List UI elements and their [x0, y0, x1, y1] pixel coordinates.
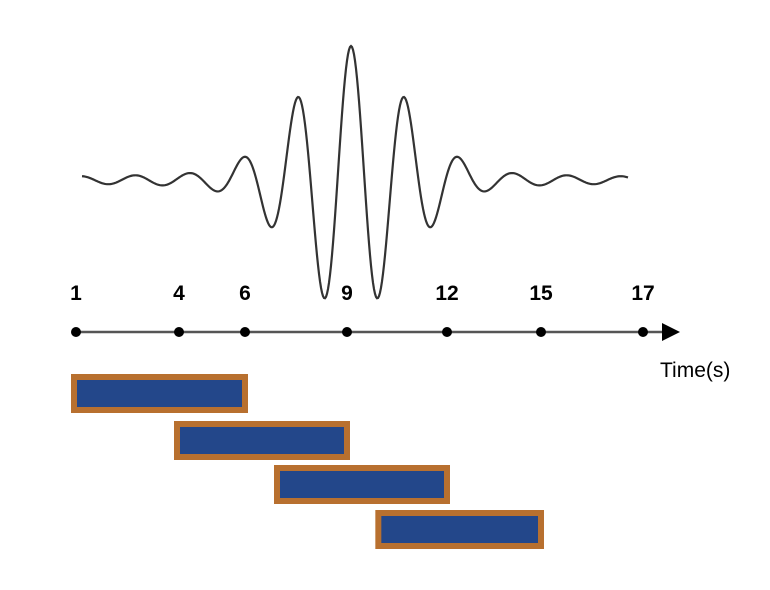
- axis-arrowhead: [662, 323, 680, 341]
- tick-label: 15: [529, 282, 553, 305]
- tick-label: 6: [239, 282, 251, 305]
- tick-dot: [174, 327, 184, 337]
- waveform-signal: [81, 44, 629, 300]
- window-bar: [375, 510, 545, 549]
- axis-label-time: Time(s): [660, 359, 730, 382]
- tick-dot: [71, 327, 81, 337]
- tick-dot: [536, 327, 546, 337]
- tick-label: 12: [435, 282, 458, 305]
- tick-dot: [638, 327, 648, 337]
- tick-dot: [442, 327, 452, 337]
- timeline-axis: 1 4 6 9 12 15 17 Time(s): [70, 282, 730, 382]
- tick-label: 1: [70, 282, 82, 305]
- tick-dot: [342, 327, 352, 337]
- tick-label: 17: [631, 282, 654, 305]
- tick-label: 9: [341, 282, 353, 305]
- tick-label: 4: [173, 282, 185, 305]
- axis-ticks: 1 4 6 9 12 15 17: [70, 282, 655, 337]
- window-bar: [71, 374, 248, 413]
- tick-dot: [240, 327, 250, 337]
- window-bar: [274, 465, 450, 504]
- sliding-windows: [71, 374, 545, 549]
- window-bar: [174, 421, 350, 460]
